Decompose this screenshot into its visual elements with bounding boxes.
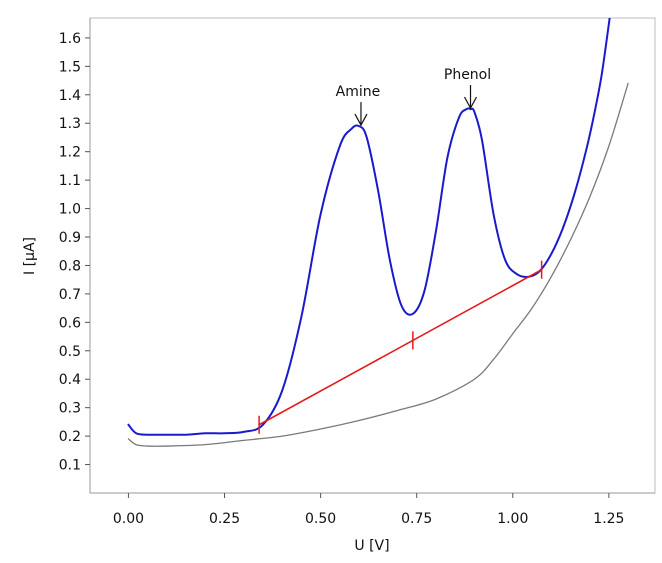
y-tick-label: 1.3 [59, 116, 81, 132]
y-tick-label: 0.2 [59, 429, 81, 445]
x-tick-label: 0.50 [305, 511, 336, 527]
y-tick-label: 0.3 [59, 401, 81, 417]
y-tick-label: 1.1 [59, 173, 81, 189]
y-tick-label: 0.4 [59, 372, 81, 388]
baseline-curve [258, 268, 543, 426]
series-layer [127, 18, 629, 447]
x-axis-ticks: 0.00 0.25 0.50 0.75 1.00 1.25 [113, 493, 624, 527]
y-tick-label: 0.5 [59, 344, 81, 360]
plot-area [89, 17, 656, 494]
x-tick-label: 0.00 [113, 511, 144, 527]
y-tick-label: 0.6 [59, 315, 81, 331]
y-tick-label: 0.1 [59, 458, 81, 474]
blank-curve [127, 82, 629, 447]
y-axis-label: I [µA] [22, 237, 38, 275]
peak-arrow-head [463, 96, 478, 110]
y-axis-ticks: 0.1 0.2 0.3 0.4 0.5 0.6 0.7 0.8 0.9 1.0 1.1 1.2 1.3 1… [59, 31, 90, 474]
x-tick-label: 0.25 [209, 511, 240, 527]
sample-curve [127, 18, 611, 436]
y-tick-label: 1.5 [59, 59, 81, 75]
peak-label: Phenol [444, 67, 491, 83]
y-tick-label: 1.0 [59, 202, 81, 218]
annotation-layer: Amine Phenol [336, 67, 491, 127]
x-axis-label: U [V] [354, 538, 389, 554]
y-tick-label: 0.9 [59, 230, 81, 246]
y-tick-label: 0.7 [59, 287, 81, 303]
peak-arrow-head [354, 113, 368, 127]
y-tick-label: 0.8 [59, 258, 81, 274]
x-tick-label: 1.00 [497, 511, 528, 527]
y-tick-label: 1.6 [59, 31, 81, 47]
x-tick-label: 1.25 [593, 511, 624, 527]
y-tick-label: 1.4 [59, 88, 81, 104]
x-tick-label: 0.75 [401, 511, 432, 527]
y-tick-label: 1.2 [59, 145, 81, 161]
peak-label: Amine [336, 84, 381, 100]
